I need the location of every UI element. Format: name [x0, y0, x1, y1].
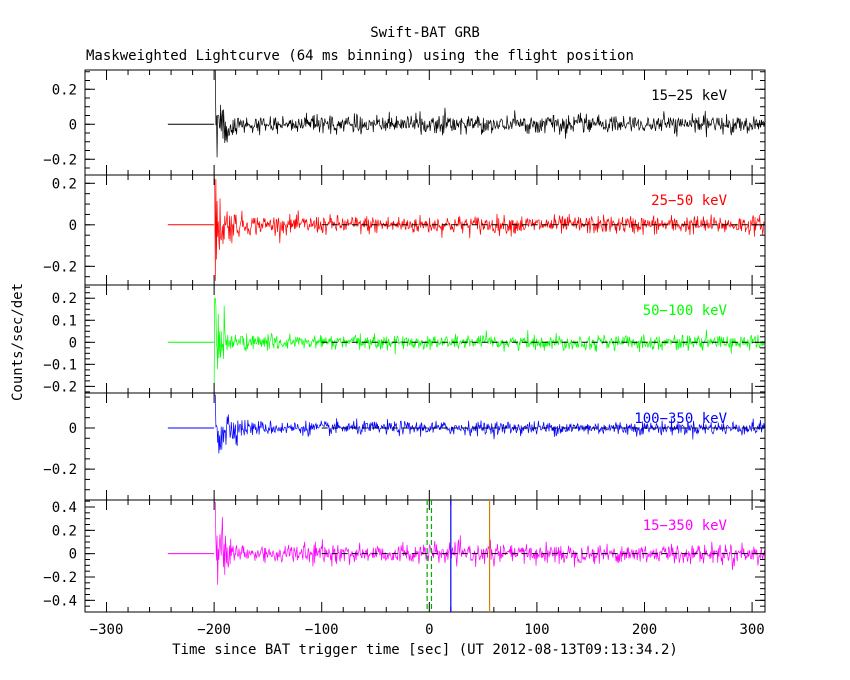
panel-frame — [84, 392, 766, 501]
band-label: 15−350 keV — [643, 518, 728, 534]
y-tick-label: 0.2 — [52, 291, 77, 307]
x-tick-label: 100 — [524, 622, 549, 638]
panel-5: −0.4 −0.2 0 0.2 0.4 15−350 keV — [43, 499, 766, 613]
y-tick-label: 0.2 — [52, 176, 77, 192]
band-label: 100−350 keV — [634, 411, 727, 427]
x-tick-label: −100 — [305, 622, 339, 638]
y-tick-label: −0.2 — [43, 152, 77, 168]
chart-subtitle: Maskweighted Lightcurve (64 ms binning) … — [86, 48, 634, 64]
x-tick-label: 200 — [632, 622, 657, 638]
y-tick-label: 0 — [69, 117, 77, 133]
y-tick-label: 0 — [69, 335, 77, 351]
y-axis-label: Counts/sec/det — [10, 283, 26, 401]
y-tick-label: −0.4 — [43, 593, 77, 609]
y-tick-label: 0.4 — [52, 500, 77, 516]
panel-3: −0.2 −0.1 0 0.1 0.2 50−100 keV — [43, 284, 766, 395]
x-tick-label: −200 — [197, 622, 231, 638]
x-axis-label: Time since BAT trigger time [sec] (UT 20… — [172, 642, 678, 658]
panel-2: −0.2 0 0.2 25−50 keV — [43, 174, 766, 286]
panel-frame — [84, 499, 766, 613]
series-line — [214, 178, 765, 281]
panel-1: −0.2 0 0.2 15−25 keV — [43, 69, 766, 176]
series-line — [213, 297, 765, 389]
band-label: 50−100 keV — [643, 303, 728, 319]
y-tick-label: 0.2 — [52, 82, 77, 98]
y-tick-label: −0.2 — [43, 462, 77, 478]
panel-frame — [84, 284, 766, 394]
y-tick-label: 0.2 — [52, 523, 77, 539]
chart-title: Swift-BAT GRB — [370, 25, 480, 41]
y-tick-label: −0.2 — [43, 379, 77, 395]
y-tick-label: −0.2 — [43, 570, 77, 586]
y-tick-label: −0.1 — [43, 357, 77, 373]
band-label: 15−25 keV — [651, 88, 727, 104]
series-line — [214, 69, 765, 158]
panel-4: −0.2 0 100−350 keV — [43, 392, 766, 501]
y-tick-label: −0.2 — [43, 259, 77, 275]
y-tick-label: 0 — [69, 421, 77, 437]
panels: −0.200.2 15−25 keV−0.200.225−50 keV−0.2−0… — [43, 69, 766, 638]
panel-frame — [84, 174, 766, 286]
x-tick-label: 0 — [425, 622, 433, 638]
y-tick-label: 0.1 — [52, 313, 77, 329]
y-tick-label: 0 — [69, 218, 77, 234]
y-tick-label: 0 — [69, 547, 77, 563]
x-tick-label: 300 — [739, 622, 764, 638]
x-tick-label: −300 — [90, 622, 124, 638]
band-label: 25−50 keV — [651, 193, 727, 209]
